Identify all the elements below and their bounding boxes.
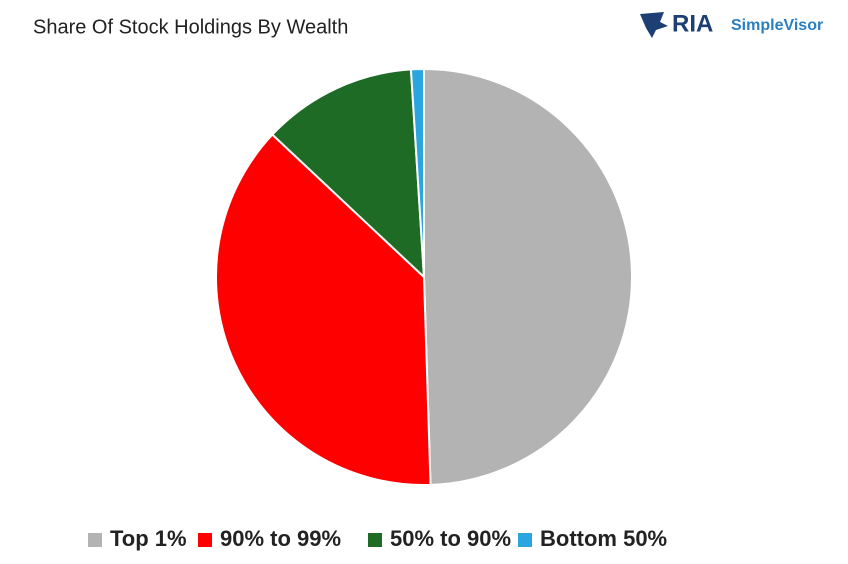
logo: RIA SimpleVisor [640, 10, 823, 38]
legend-label: Bottom 50% [540, 526, 667, 551]
chart-title: Share Of Stock Holdings By Wealth [33, 16, 348, 38]
pie-slice [215, 133, 432, 486]
legend-label: Top 1% [110, 526, 187, 551]
pie-slice [423, 67, 633, 486]
pie-slice [270, 68, 426, 280]
logo-icon [640, 12, 668, 38]
logo-product: SimpleVisor [731, 17, 823, 34]
legend-swatch [518, 533, 532, 547]
legend-swatch [88, 533, 102, 547]
legend-swatch [198, 533, 212, 547]
legend-label: 50% to 90% [390, 526, 511, 551]
legend-swatch [368, 533, 382, 547]
pie-slice [409, 67, 425, 278]
legend-label: 90% to 99% [220, 526, 341, 551]
logo-name: RIA [672, 10, 713, 37]
